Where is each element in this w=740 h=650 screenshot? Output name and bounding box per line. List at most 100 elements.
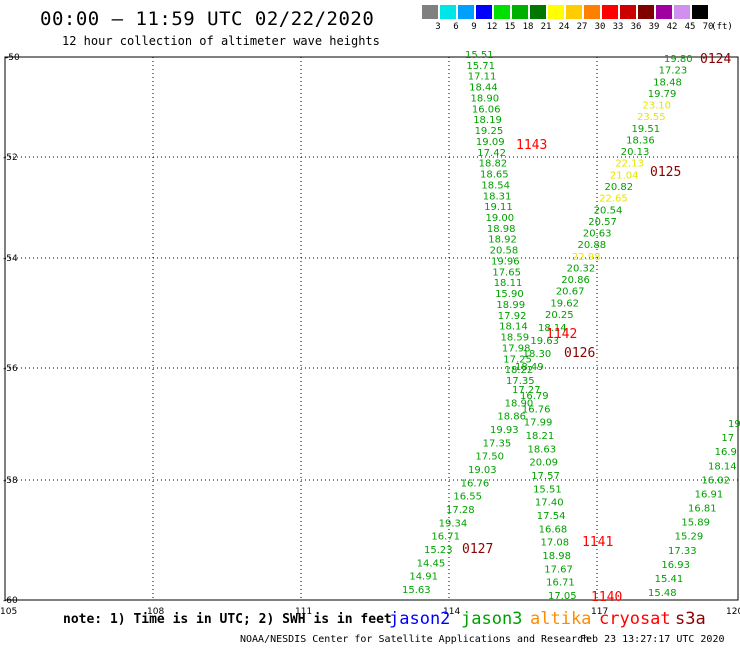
legend-label-33: 33 <box>612 22 624 32</box>
legend-unit: (ft) <box>711 22 733 32</box>
pass-time-1140: 1140 <box>591 590 622 605</box>
track-1142-value: 19.63 <box>530 336 559 347</box>
lon-label: 105 <box>0 607 17 617</box>
track-1143-value: 17.35 <box>506 376 535 387</box>
track-1141-value: 16.68 <box>539 524 568 535</box>
track-1143-value: 18.59 <box>501 333 530 344</box>
legend-swatch-9 <box>458 5 474 19</box>
satellite-altika: altika <box>530 609 592 629</box>
track-0124-value: 19.62 <box>550 298 579 309</box>
track-0124-value: 20.32 <box>567 263 596 274</box>
track-0124-value: 20.67 <box>556 287 585 298</box>
track-1141-value: 18.63 <box>527 444 556 455</box>
track-0124-value: 18.36 <box>626 135 655 146</box>
track-0124-value: 22.98 <box>572 252 601 263</box>
lon-label: 117 <box>591 607 608 617</box>
lat-label: -56 <box>3 364 18 374</box>
legend-swatch-12 <box>476 5 492 19</box>
track-1143-value: 17.11 <box>468 72 497 83</box>
track-0127-value: 18.86 <box>497 412 526 423</box>
track-0124-value: 19.79 <box>648 89 677 100</box>
legend-swatch-45 <box>674 5 690 19</box>
map-frame <box>4 56 739 601</box>
track-1140-value: 15.29 <box>675 532 704 543</box>
legend-swatch-18 <box>512 5 528 19</box>
lon-label: 111 <box>295 607 312 617</box>
track-1140-value: 15.41 <box>655 574 684 585</box>
page-title: 00:00 – 11:59 UTC 02/22/2020 <box>40 8 375 30</box>
track-1141-value: 16.79 <box>520 391 549 402</box>
track-1141-value: 18.21 <box>526 431 555 442</box>
legend-swatch-36 <box>620 5 636 19</box>
track-1143-value: 18.98 <box>487 224 516 235</box>
track-1143-value: 17.65 <box>492 267 521 278</box>
satellite-jason2: jason2 <box>389 609 451 629</box>
track-0127-value: 15.63 <box>402 585 431 596</box>
track-1140-value: 19 <box>728 419 740 430</box>
pass-time-0127: 0127 <box>462 542 493 557</box>
pass-time-0124: 0124 <box>700 52 731 67</box>
track-1143-value: 18.14 <box>499 322 528 333</box>
track-1143-value: 18.92 <box>488 235 517 246</box>
track-1142-value: 18.49 <box>515 362 544 373</box>
track-1143-value: 19.00 <box>486 213 515 224</box>
track-1140-value: 18.14 <box>708 461 737 472</box>
track-1141-value: 20.09 <box>529 458 558 469</box>
legend-swatch-30 <box>584 5 600 19</box>
satellite-cryosat: cryosat <box>599 609 671 629</box>
legend-label-21: 21 <box>540 22 552 32</box>
pass-time-0125: 0125 <box>650 165 681 180</box>
track-1143-value: 18.44 <box>469 83 498 94</box>
track-1141-value: 17.67 <box>544 564 573 575</box>
track-0127-value: 14.91 <box>409 572 438 583</box>
legend-swatch-33 <box>602 5 618 19</box>
legend-label-45: 45 <box>684 22 696 32</box>
track-1143-value: 17.42 <box>477 148 506 159</box>
track-0127-value: 17.35 <box>483 438 512 449</box>
track-0127-value: 17.27 <box>512 385 541 396</box>
generated-timestamp: Feb 23 13:27:17 UTC 2020 <box>580 634 725 645</box>
pass-time-1141: 1141 <box>582 535 613 550</box>
pass-time-0126: 0126 <box>564 346 595 361</box>
track-0124-value: 17.23 <box>659 66 688 77</box>
legend-label-42: 42 <box>666 22 678 32</box>
track-0127-value: 19.93 <box>490 425 519 436</box>
track-0124-value: 20.57 <box>588 217 617 228</box>
track-0124-value: 20.13 <box>621 147 650 158</box>
legend-swatch-24 <box>548 5 564 19</box>
legend-label-24: 24 <box>558 22 570 32</box>
page-subtitle: 12 hour collection of altimeter wave hei… <box>62 34 380 48</box>
legend-swatch-15 <box>494 5 510 19</box>
lat-label: -58 <box>3 476 18 486</box>
track-1143-value: 18.11 <box>494 278 523 289</box>
track-1141-value: 17.05 <box>548 591 577 602</box>
legend-swatch-70 <box>692 5 708 19</box>
track-0127-value: 19.03 <box>468 465 497 476</box>
track-1141-value: 17.57 <box>531 471 560 482</box>
track-1143-value: 19.96 <box>491 256 520 267</box>
legend-swatch-27 <box>566 5 582 19</box>
credit-text: NOAA/NESDIS Center for Satellite Applica… <box>240 634 590 645</box>
legend-label-27: 27 <box>576 22 588 32</box>
track-1141-value: 17.40 <box>535 498 564 509</box>
track-0124-value: 20.25 <box>545 310 574 321</box>
lat-label: -52 <box>3 153 18 163</box>
track-0127-value: 17.50 <box>475 452 504 463</box>
legend-label-39: 39 <box>648 22 660 32</box>
track-0127-value: 17.28 <box>446 505 475 516</box>
track-1143-value: 18.22 <box>505 365 534 376</box>
pass-time-1143: 1143 <box>516 138 547 153</box>
track-1143-value: 15.71 <box>466 61 495 72</box>
track-1141-value: 17.54 <box>537 511 566 522</box>
track-1143-value: 20.58 <box>490 246 519 257</box>
satellite-jason3: jason3 <box>461 609 523 629</box>
lon-label: 108 <box>147 607 164 617</box>
track-0124-value: 18.48 <box>653 77 682 88</box>
track-1143-value: 18.82 <box>479 159 508 170</box>
track-1143-value: 18.31 <box>483 191 512 202</box>
legend-label-70: 70 <box>702 22 714 32</box>
track-1140-value: 16.81 <box>688 504 717 515</box>
lat-label: -54 <box>3 254 18 264</box>
track-1142-value: 18.14 <box>538 323 567 334</box>
track-1140-value: 16.91 <box>695 489 724 500</box>
